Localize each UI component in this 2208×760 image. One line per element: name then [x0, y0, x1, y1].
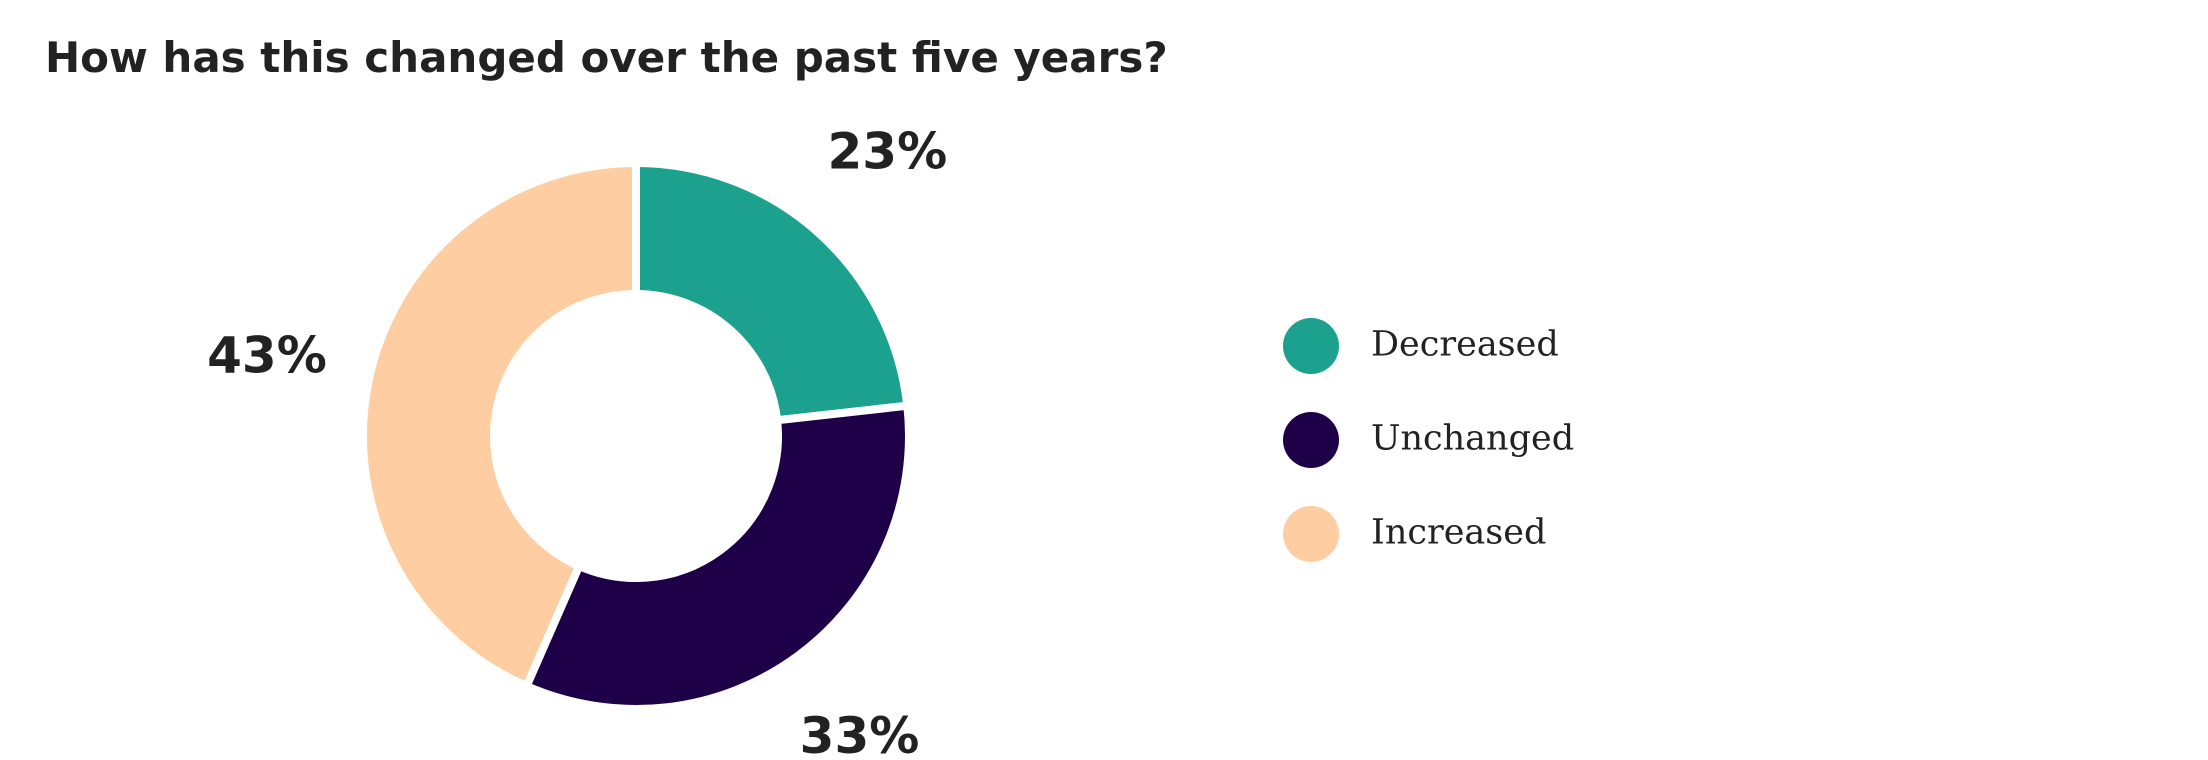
donut-segment: [521, 401, 913, 713]
value-label: 23%: [828, 123, 948, 181]
legend-swatch: [1283, 412, 1339, 468]
donut-segment: [632, 158, 912, 425]
legend-label: Decreased: [1371, 325, 1559, 365]
legend-label: Unchanged: [1371, 419, 1574, 459]
legend-swatch: [1283, 506, 1339, 562]
legend-label: Increased: [1371, 513, 1546, 553]
value-label: 33%: [800, 707, 920, 760]
chart-title: How has this changed over the past five …: [45, 33, 1168, 82]
legend-swatch: [1283, 318, 1339, 374]
value-label: 43%: [207, 326, 327, 384]
donut-segment: [359, 158, 640, 692]
